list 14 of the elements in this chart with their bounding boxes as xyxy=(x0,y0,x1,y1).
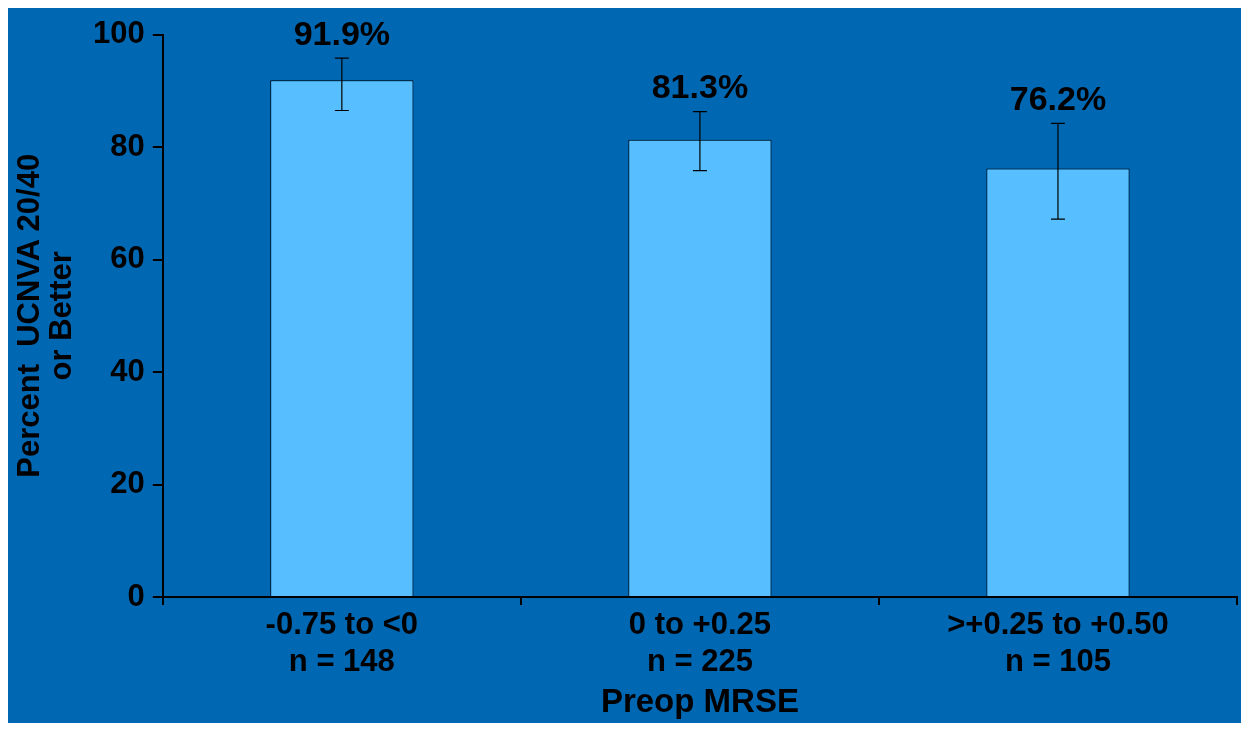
y-axis-title: Percent UCNVA 20/40 or Better xyxy=(10,153,79,478)
data-label: 76.2% xyxy=(1009,78,1107,117)
x-axis-title: Preop MRSE xyxy=(600,682,799,720)
y-tick-label: 20 xyxy=(110,465,145,501)
x-tick-label: -0.75 to <0 n = 148 xyxy=(265,606,419,679)
x-tick-label: >+0.25 to +0.50 n = 105 xyxy=(947,606,1169,679)
y-tick-label: 60 xyxy=(110,240,145,276)
y-tick-label: 80 xyxy=(110,127,145,163)
y-tick-label: 40 xyxy=(110,352,145,388)
y-tick-label: 0 xyxy=(127,577,145,613)
x-tick-label: 0 to +0.25 n = 225 xyxy=(628,606,771,679)
y-tick-label: 100 xyxy=(93,15,145,51)
data-label: 81.3% xyxy=(651,67,749,106)
data-label: 91.9% xyxy=(293,13,391,52)
